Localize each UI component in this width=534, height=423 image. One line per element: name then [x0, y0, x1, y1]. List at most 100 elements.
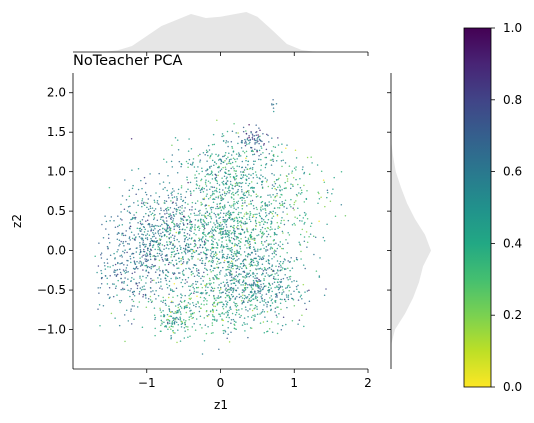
scatter-point [188, 285, 190, 288]
scatter-point [154, 248, 156, 251]
scatter-point [285, 147, 287, 149]
scatter-point [121, 219, 123, 221]
right-marginal-density-area [391, 140, 431, 346]
scatter-point [293, 209, 295, 211]
scatter-point [157, 295, 160, 297]
scatter-point [201, 237, 204, 239]
scatter-point [257, 292, 259, 294]
scatter-point [216, 260, 219, 263]
scatter-point [142, 239, 145, 242]
y-axis-ticks: −1.0−0.50.00.51.01.52.0 [37, 86, 73, 337]
scatter-point [156, 268, 158, 271]
scatter-point [152, 218, 155, 221]
scatter-point [173, 222, 175, 225]
scatter-point [310, 156, 312, 158]
scatter-point [212, 315, 214, 317]
scatter-point [238, 280, 240, 282]
scatter-point [260, 258, 263, 261]
scatter-point [184, 248, 187, 251]
scatter-point [130, 261, 132, 264]
scatter-point [244, 194, 246, 197]
scatter-point [245, 159, 247, 162]
scatter-point [194, 219, 197, 221]
scatter-point [123, 245, 125, 247]
scatter-point [198, 237, 200, 240]
scatter-point [185, 236, 188, 239]
scatter-point [298, 291, 301, 293]
scatter-point [130, 308, 132, 310]
scatter-point [216, 203, 218, 205]
scatter-point [140, 237, 142, 239]
scatter-point [128, 227, 131, 229]
scatter-point [174, 332, 176, 334]
scatter-point [141, 187, 143, 190]
scatter-point [220, 196, 222, 198]
scatter-point [254, 148, 256, 150]
scatter-point [209, 173, 212, 176]
scatter-point [318, 275, 321, 277]
scatter-point [173, 250, 175, 253]
scatter-point [141, 200, 143, 202]
scatter-point [215, 275, 217, 278]
scatter-point [193, 263, 196, 266]
scatter-point [159, 307, 161, 309]
scatter-point [117, 231, 120, 234]
scatter-point [145, 212, 147, 215]
scatter-point [242, 193, 245, 195]
x-tick-label: 2 [364, 376, 372, 390]
scatter-point [213, 164, 215, 166]
scatter-point [274, 286, 276, 289]
scatter-point [215, 226, 217, 229]
scatter-point [254, 228, 257, 231]
scatter-point [227, 294, 229, 297]
scatter-point [276, 260, 279, 262]
scatter-point [164, 228, 166, 231]
scatter-point [318, 192, 320, 195]
scatter-point [281, 298, 283, 301]
scatter-point [285, 287, 287, 289]
scatter-point [157, 232, 160, 235]
scatter-point [197, 219, 200, 222]
scatter-point [246, 222, 248, 224]
scatter-point [241, 228, 244, 231]
scatter-point [151, 235, 154, 238]
scatter-point [174, 272, 176, 275]
scatter-point [128, 195, 131, 198]
scatter-point [224, 187, 227, 189]
scatter-point [219, 315, 222, 317]
scatter-point [215, 299, 217, 301]
scatter-point [263, 299, 266, 301]
scatter-point [237, 188, 239, 191]
scatter-point [264, 166, 267, 169]
scatter-point [147, 271, 150, 273]
scatter-point [228, 237, 230, 239]
scatter-point [268, 289, 270, 291]
scatter-point [187, 243, 190, 246]
scatter-point [254, 221, 257, 223]
scatter-point [197, 269, 200, 271]
scatter-point [190, 248, 192, 251]
scatter-point [276, 286, 278, 289]
scatter-point [181, 228, 184, 231]
scatter-point [250, 231, 253, 234]
scatter-point [277, 144, 280, 146]
scatter-point [237, 135, 240, 138]
scatter-point [131, 218, 133, 220]
scatter-point [163, 200, 166, 202]
scatter-point [256, 264, 258, 267]
scatter-point [248, 216, 251, 218]
scatter-point [230, 167, 232, 170]
scatter-point [189, 181, 192, 184]
scatter-point [304, 221, 306, 224]
scatter-point [232, 191, 234, 194]
scatter-point [187, 238, 189, 241]
scatter-point [151, 263, 153, 266]
scatter-point [220, 160, 222, 162]
scatter-point [277, 225, 280, 228]
scatter-point [155, 192, 157, 194]
scatter-point [189, 190, 192, 192]
scatter-point [273, 251, 275, 253]
scatter-point [271, 302, 274, 304]
scatter-point [249, 187, 252, 189]
scatter-point [120, 254, 123, 256]
